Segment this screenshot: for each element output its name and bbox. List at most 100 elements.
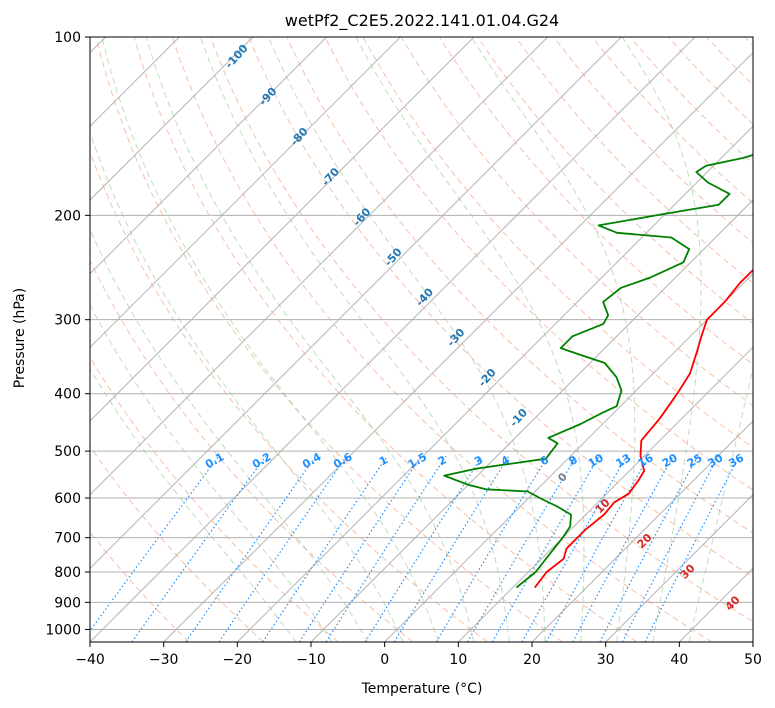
dry-adiabat-line [400, 37, 753, 407]
y-tick-label: 100 [54, 30, 81, 46]
y-tick-label: 600 [54, 491, 81, 507]
mixing-ratio-line [621, 455, 719, 642]
isotherm-line [384, 272, 753, 642]
dry-adiabat-line [515, 37, 753, 284]
moist-adiabat-line [145, 37, 475, 642]
isotherm-label: 20 [635, 531, 655, 551]
dry-adiabat-line [171, 37, 712, 642]
dry-adiabat-label: -60 [350, 205, 373, 229]
moist-adiabat-line [470, 37, 636, 642]
y-tick-label: 900 [54, 595, 81, 611]
mixing-ratio-line [364, 455, 483, 642]
x-tick-label: −30 [149, 652, 179, 668]
x-tick-label: 30 [597, 652, 615, 668]
dry-adiabat-label: -70 [319, 165, 342, 189]
x-tick-label: −10 [296, 652, 326, 668]
x-tick-label: −20 [223, 652, 253, 668]
x-axis-label: Temperature (°C) [361, 681, 483, 697]
isotherm-line [678, 567, 753, 642]
dry-adiabat-line [706, 37, 753, 86]
background-lines [90, 37, 753, 642]
dry-adiabat-line [90, 356, 339, 642]
moist-adiabat-line [355, 37, 585, 642]
mixing-ratio-line [393, 455, 510, 642]
mixing-ratio-label: 1 [377, 453, 390, 468]
dry-adiabat-label: -100 [223, 42, 251, 71]
mixing-ratio-label: 8 [567, 453, 580, 468]
isotherm-line [90, 37, 328, 275]
dry-adiabat-line [362, 37, 753, 449]
mixing-ratio-line [185, 455, 317, 642]
x-tick-label: 40 [670, 652, 688, 668]
isotherm-line [90, 37, 696, 642]
x-axis-ticks: −40 −30 −20 −10 0 10 20 30 40 50 [75, 642, 762, 668]
mixing-ratio-line [90, 455, 220, 632]
dry-adiabat-line [629, 37, 753, 165]
mixing-ratio-label: 0.1 [203, 450, 226, 471]
isotherm-line [752, 641, 753, 642]
moist-adiabat-line [90, 130, 404, 642]
dry-adiabat-label: -50 [382, 245, 405, 269]
mixing-ratio-label: 3 [472, 453, 485, 468]
chart-title: wetPf2_C2E5.2022.141.01.04.G24 [285, 11, 559, 31]
temperature-trace [534, 268, 753, 589]
dry-adiabat-line [553, 37, 753, 244]
dry-adiabat-line [477, 37, 753, 325]
dry-adiabat-line [591, 37, 753, 204]
moist-adiabat-line [90, 304, 333, 642]
mixing-ratio-label: 13 [613, 451, 633, 470]
x-tick-label: 0 [380, 652, 389, 668]
isotherm-line [531, 420, 753, 642]
mixing-ratio-line [325, 455, 447, 642]
y-tick-label: 200 [54, 208, 81, 224]
dry-adiabat-line [324, 37, 753, 491]
moist-adiabat-line [268, 37, 546, 642]
dry-adiabat-label: -80 [288, 125, 311, 149]
mixing-ratio-label: 0.4 [300, 450, 324, 471]
dry-adiabat-label: -20 [476, 366, 499, 390]
y-tick-label: 400 [54, 387, 81, 403]
isotherm-label: 0 [555, 470, 570, 485]
isotherm-line [90, 37, 622, 570]
y-tick-label: 500 [54, 444, 81, 460]
mixing-ratio-label: 0.2 [250, 450, 273, 471]
y-tick-label: 700 [54, 531, 81, 547]
mixing-ratio-line [572, 455, 674, 642]
dry-adiabat-line [95, 37, 563, 642]
mixing-ratio-line [545, 455, 650, 642]
y-tick-label: 800 [54, 565, 81, 581]
dry-adiabat-line [248, 37, 753, 578]
isotherm-line [163, 51, 753, 642]
isotherm-label: 30 [678, 561, 698, 581]
mixing-ratio-label: 36 [726, 451, 746, 470]
plot-frame [89, 36, 754, 643]
x-tick-label: 10 [449, 652, 467, 668]
sounding-traces [443, 154, 753, 589]
dry-adiabat-line [668, 37, 753, 125]
dewpoint-trace [443, 154, 753, 589]
mixing-ratio-line [218, 455, 347, 642]
isotherm-line [90, 37, 549, 496]
dry-adiabat-line [744, 37, 753, 47]
mixing-ratio-line [262, 455, 388, 642]
mixing-ratio-line [491, 455, 600, 642]
dry-adiabat-line [133, 37, 638, 642]
dry-adiabat-label: -90 [256, 85, 279, 109]
mixing-ratio-line [521, 455, 628, 642]
isotherm-line [90, 37, 475, 422]
mixing-ratio-label: 30 [705, 451, 725, 470]
mixing-ratio-label: 16 [636, 451, 656, 470]
dry-adiabat-line [90, 150, 488, 642]
dry-adiabat-line [90, 445, 264, 642]
mixing-ratio-label: 2 [436, 453, 449, 468]
dry-adiabat-line [210, 37, 753, 623]
dry-adiabat-line [90, 531, 190, 642]
moist-adiabat-line [688, 365, 753, 642]
pressure-gridlines [90, 37, 753, 630]
mixing-ratio-line [131, 455, 267, 642]
mixing-ratio-label: 20 [660, 451, 680, 470]
isotherm-label: 10 [593, 496, 613, 516]
mixing-ratio-labels: 0.1 0.2 0.4 0.6 1 1.5 2 3 4 6 8 10 13 16 20 25 30 36 [203, 450, 746, 471]
mixing-ratio-line [644, 455, 740, 642]
